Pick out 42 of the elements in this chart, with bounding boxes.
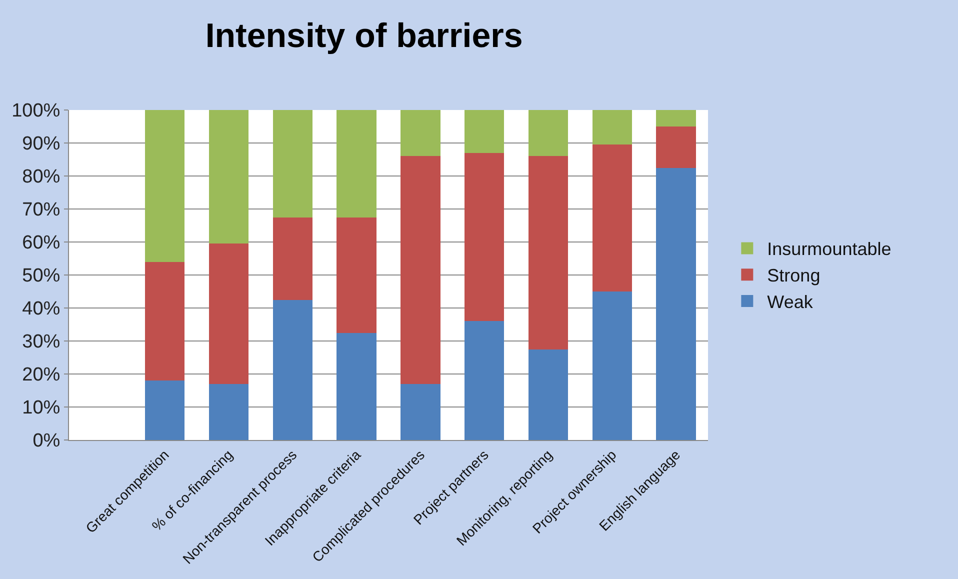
bar: [464, 110, 504, 153]
legend-label: Insurmountable: [767, 239, 892, 260]
legend-label: Weak: [767, 292, 814, 312]
bar: [528, 110, 568, 156]
bar: [400, 110, 440, 156]
chart-title: Intensity of barriers: [205, 16, 523, 55]
bar: [208, 244, 249, 384]
bar: [656, 126, 696, 168]
bar: [336, 332, 376, 440]
y-tick-label: 70%: [22, 200, 60, 221]
bar: [336, 217, 376, 333]
y-tick-label: 30%: [22, 332, 60, 353]
bar: [400, 156, 440, 384]
bar: [528, 156, 568, 350]
bar: [592, 292, 632, 440]
bar: [592, 144, 632, 292]
y-tick-label: 80%: [22, 166, 60, 188]
y-tick-label: 60%: [22, 232, 60, 254]
bar: [400, 384, 440, 440]
y-tick-label: 10%: [22, 398, 60, 419]
bar: [528, 349, 568, 440]
bar: [656, 168, 696, 440]
bar: [208, 110, 249, 244]
bar: [336, 110, 376, 218]
y-tick-label: 90%: [22, 134, 60, 155]
bar: [272, 300, 312, 440]
bar: [272, 110, 312, 218]
y-tick-label: 0%: [32, 430, 60, 452]
bar: [592, 110, 632, 145]
bar: [145, 262, 185, 381]
y-tick-label: 100%: [12, 100, 60, 122]
bar: [464, 152, 504, 322]
bar: [272, 217, 312, 300]
bar: [656, 110, 696, 126]
y-tick-label: 40%: [22, 298, 60, 320]
bar: [464, 321, 504, 440]
bar: [145, 380, 185, 440]
legend-label: Strong: [767, 266, 820, 286]
bar: [208, 384, 249, 440]
y-tick-label: 50%: [22, 266, 60, 287]
y-tick-label: 20%: [22, 364, 60, 386]
bar: [145, 110, 185, 262]
